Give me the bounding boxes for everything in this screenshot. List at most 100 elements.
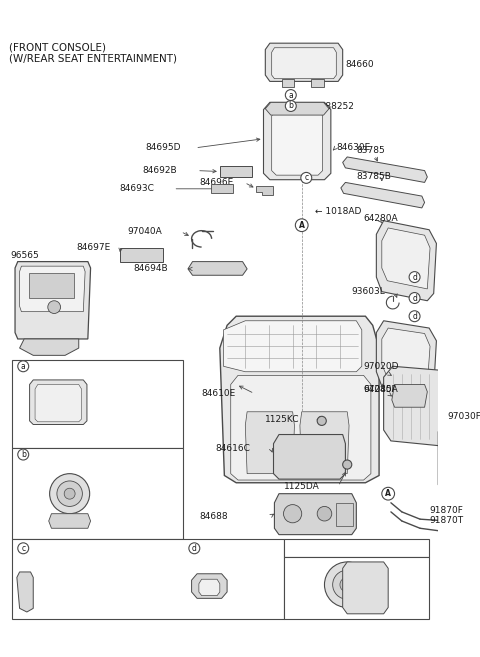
Polygon shape [231,375,371,480]
Polygon shape [199,579,220,596]
Polygon shape [264,102,331,180]
Circle shape [409,292,420,304]
Polygon shape [265,102,329,115]
Text: (FRONT CONSOLE): (FRONT CONSOLE) [9,43,106,53]
Text: d: d [412,273,417,282]
Text: b: b [288,101,293,110]
Circle shape [456,528,471,543]
Text: 84630E: 84630E [336,143,371,152]
Text: 95110A: 95110A [320,543,355,552]
Circle shape [295,219,308,231]
Polygon shape [300,412,349,474]
Text: 95120A: 95120A [33,449,68,458]
Circle shape [343,460,352,469]
Circle shape [18,543,29,554]
Bar [284,539,429,557]
Circle shape [317,507,332,521]
Circle shape [333,570,362,599]
Bar [12,448,183,539]
Polygon shape [341,183,425,208]
Circle shape [301,172,312,183]
Text: a: a [21,362,25,371]
Text: ← 88252: ← 88252 [315,102,354,112]
Text: d: d [412,294,417,302]
Text: c: c [304,173,308,183]
Circle shape [189,543,200,554]
Text: 1125KC: 1125KC [265,415,300,424]
Text: 96565: 96565 [11,251,39,260]
Circle shape [18,361,29,372]
Circle shape [409,311,420,322]
Text: 97030F: 97030F [447,412,480,421]
Polygon shape [17,572,33,612]
Bar [336,503,353,526]
Text: A: A [385,489,391,498]
Circle shape [285,89,296,101]
Polygon shape [265,43,343,81]
Text: 97040A: 97040A [127,227,162,236]
Circle shape [324,562,370,608]
Circle shape [64,488,75,499]
Text: 84693C: 84693C [120,185,155,193]
Text: 84616C: 84616C [215,443,250,453]
Text: d: d [192,544,197,553]
Text: 84610E: 84610E [202,389,236,398]
Polygon shape [282,79,294,87]
Polygon shape [192,574,227,599]
Text: 83785: 83785 [356,146,385,155]
Polygon shape [35,384,82,422]
Polygon shape [376,321,436,396]
Text: 84694B: 84694B [133,264,168,273]
Circle shape [340,578,355,592]
Bar [12,539,284,620]
Polygon shape [256,186,273,195]
Polygon shape [392,384,427,407]
Polygon shape [343,157,427,183]
Text: 84697E: 84697E [76,244,110,252]
Polygon shape [449,521,480,556]
Polygon shape [376,221,436,301]
Polygon shape [272,110,323,175]
Text: 64280B: 64280B [364,384,398,394]
Circle shape [18,449,29,460]
Text: — 84745D: — 84745D [36,566,83,575]
Polygon shape [211,184,233,193]
Text: — 1249EB: — 1249EB [36,585,83,595]
Text: b: b [21,450,25,459]
Text: 83785B: 83785B [356,173,391,181]
Text: 97045A: 97045A [364,384,398,394]
Polygon shape [272,48,336,79]
Text: 91870F: 91870F [429,506,463,514]
Text: A: A [299,221,305,230]
Bar [284,557,429,620]
Circle shape [317,417,326,426]
Polygon shape [438,421,480,501]
Circle shape [285,101,296,112]
Polygon shape [343,562,388,614]
Text: c: c [21,544,25,553]
Text: 96120L: 96120L [33,361,67,370]
Text: 84695D: 84695D [145,143,180,152]
Text: 1125DA: 1125DA [284,482,319,491]
Polygon shape [188,261,247,275]
Bar [12,360,183,448]
Polygon shape [20,266,85,311]
Text: 64280A: 64280A [364,214,398,223]
Polygon shape [30,380,87,424]
Text: ← 1018AD: ← 1018AD [315,207,362,216]
Text: d: d [412,311,417,321]
Text: 97020D: 97020D [364,362,399,371]
Text: 91870T: 91870T [429,516,463,526]
Polygon shape [20,339,79,355]
Polygon shape [224,321,362,372]
Polygon shape [29,273,74,298]
Circle shape [284,505,302,523]
Polygon shape [48,514,91,528]
Polygon shape [274,434,346,479]
Polygon shape [220,166,252,177]
Circle shape [48,301,60,313]
Text: 84747: 84747 [206,543,235,552]
Polygon shape [384,366,455,446]
Polygon shape [15,261,91,339]
Polygon shape [120,248,163,261]
